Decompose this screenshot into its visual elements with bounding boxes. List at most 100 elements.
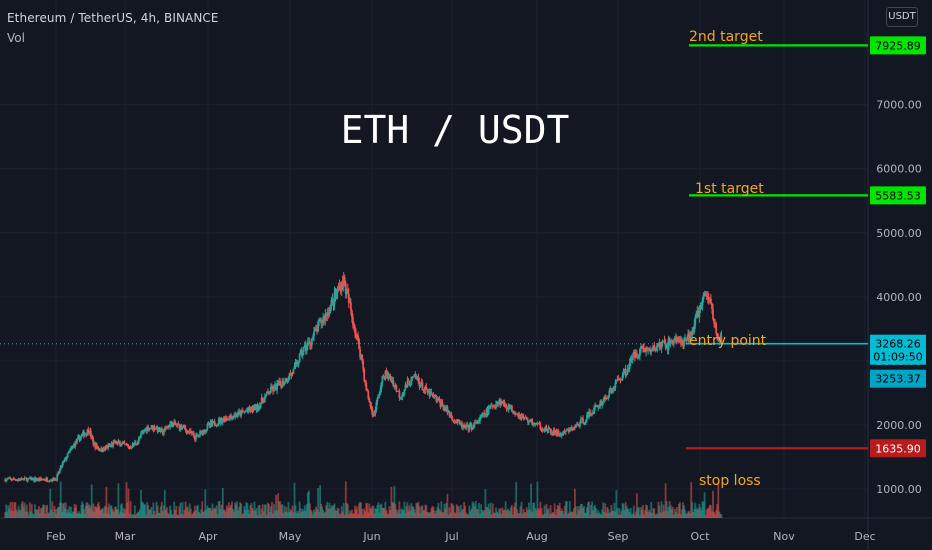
currency-button[interactable]: USDT (886, 7, 918, 27)
volume-bar (377, 502, 380, 518)
candle-body (257, 405, 260, 410)
volume-bar (24, 511, 27, 518)
volume-bar (192, 513, 194, 518)
volume-bar (372, 505, 375, 518)
candle-body (155, 427, 158, 429)
candle-body (503, 401, 506, 406)
candle-body (606, 398, 609, 400)
volume-bar (27, 515, 30, 518)
candle-body (403, 389, 406, 394)
volume-bar (471, 501, 474, 518)
candle-body (270, 386, 272, 393)
candle-body (518, 414, 521, 417)
candle-body (281, 381, 284, 388)
volume-bar (267, 502, 269, 518)
candle-body (334, 292, 337, 297)
candle-body (564, 431, 567, 433)
volume-bar (645, 504, 647, 518)
candle-body (404, 384, 407, 390)
candle-body (690, 332, 693, 336)
volume-bar (252, 510, 255, 518)
volume-bar (40, 508, 42, 518)
candle-body (583, 423, 585, 424)
candle-body (149, 428, 152, 429)
volume-bar (520, 501, 523, 518)
candle-body (640, 346, 642, 349)
candle-body (715, 323, 718, 334)
volume-bar (339, 513, 342, 518)
candle-body (322, 316, 325, 323)
volume-bar (210, 510, 213, 518)
volume-bar (278, 501, 280, 518)
volume-bar (130, 514, 133, 518)
candle-body (581, 418, 583, 420)
volume-bar (589, 514, 591, 518)
volume-bar (233, 511, 235, 518)
candle-body (399, 397, 402, 399)
volume-bar (636, 493, 638, 518)
candle-body (260, 397, 263, 404)
candle-body (658, 342, 661, 347)
volume-bar (618, 508, 621, 518)
volume-bar (221, 488, 224, 518)
volume-bar (360, 502, 362, 518)
candle-body (692, 331, 695, 333)
candle-body (547, 428, 550, 431)
volume-bar (491, 503, 494, 518)
candle-body (284, 378, 287, 383)
candle-body (141, 432, 143, 434)
candle-body (22, 478, 25, 480)
candle-body (242, 411, 245, 413)
volume-bar (462, 509, 464, 518)
volume-bar (197, 504, 199, 518)
candle-body (165, 427, 167, 429)
candle-body (689, 332, 692, 340)
candle-body (223, 417, 226, 422)
candle-body (621, 375, 624, 381)
candle-body (527, 419, 529, 423)
volume-bar (30, 504, 33, 518)
candle-body (588, 411, 590, 418)
candle-body (452, 420, 455, 421)
volume-bar (22, 506, 25, 518)
volume-bar (255, 508, 258, 518)
candle-body (341, 282, 344, 285)
volume-bar (204, 489, 207, 518)
volume-bar (446, 493, 449, 518)
candle-body (188, 430, 191, 433)
volume-bar (378, 512, 381, 518)
candle-body (297, 361, 300, 365)
volume-bar (654, 515, 657, 518)
candle-body (354, 326, 356, 333)
candle-body (174, 421, 177, 425)
candle-body (699, 305, 702, 310)
volume-bar (418, 506, 421, 518)
candle-body (532, 424, 535, 426)
volume-bar (510, 507, 512, 518)
volume-bar (382, 508, 385, 518)
volume-bar (285, 507, 288, 518)
candle-body (377, 394, 380, 399)
volume-bar (240, 503, 243, 518)
candle-body (189, 430, 192, 434)
candle-body (282, 381, 285, 385)
candle-body (576, 423, 578, 425)
y-tick-label: 6000.00 (876, 163, 922, 176)
candle-body (237, 411, 239, 416)
candle-body (252, 407, 255, 411)
candle-body (328, 312, 331, 315)
candle-body (429, 392, 432, 397)
volume-bar (595, 508, 597, 518)
volume-bar (413, 509, 416, 518)
candle-body (476, 422, 478, 424)
candle-body (249, 409, 252, 411)
volume-bar (351, 509, 353, 518)
candle-body (480, 416, 482, 418)
volume-bar (181, 502, 184, 518)
volume-bar (362, 514, 365, 518)
candle-body (209, 422, 212, 426)
volume-bar (567, 512, 570, 518)
candle-body (418, 381, 421, 387)
candle-body (455, 421, 458, 424)
